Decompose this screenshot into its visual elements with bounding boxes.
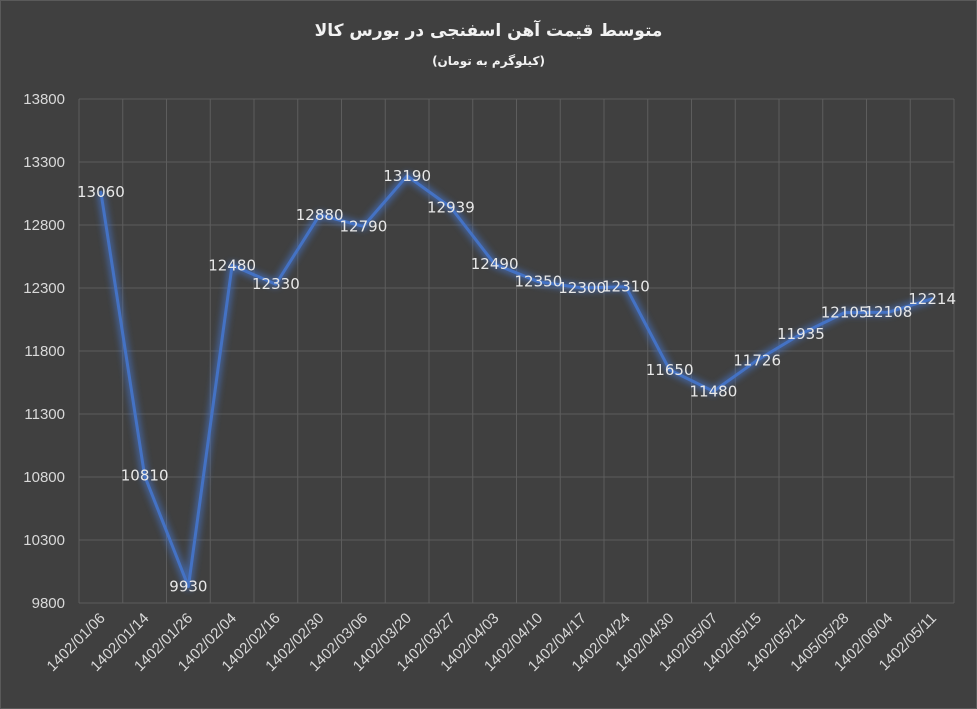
data-label: 11726 xyxy=(733,351,781,369)
data-label: 12790 xyxy=(340,217,388,235)
data-label: 9930 xyxy=(169,578,207,596)
y-tick-label: 10800 xyxy=(23,469,65,486)
data-label: 12300 xyxy=(558,279,606,297)
data-label: 12350 xyxy=(515,273,563,291)
y-tick-label: 13300 xyxy=(23,154,65,171)
chart-title: متوسط قیمت آهن اسفنجی در بورس کالا xyxy=(314,21,663,41)
series-line xyxy=(99,174,934,589)
data-label: 12490 xyxy=(471,255,519,273)
y-tick-label: 11800 xyxy=(24,343,65,360)
y-axis-ticks: 9800 10300 10800 11300 11800 12300 12800 13300 1… xyxy=(23,91,65,612)
y-tick-label: 10300 xyxy=(23,532,65,549)
data-label: 13060 xyxy=(77,183,125,201)
chart-subtitle: (کیلوگرم به تومان) xyxy=(432,54,545,68)
y-tick-label: 12800 xyxy=(23,217,65,234)
data-label: 12880 xyxy=(296,206,344,224)
data-label: 12939 xyxy=(427,198,475,216)
data-label: 11480 xyxy=(690,382,738,400)
y-tick-label: 9800 xyxy=(32,595,65,612)
x-axis-ticks: 1402/01/061402/01/141402/01/261402/02/04… xyxy=(44,610,940,675)
data-label: 12310 xyxy=(602,278,650,296)
data-label: 12330 xyxy=(252,275,300,293)
data-label: 12214 xyxy=(908,290,956,308)
gridlines xyxy=(78,98,955,604)
data-label: 12105 xyxy=(821,304,869,322)
y-tick-label: 12300 xyxy=(23,280,65,297)
y-tick-label: 13800 xyxy=(23,91,65,108)
data-label: 11935 xyxy=(777,325,825,343)
y-tick-label: 11300 xyxy=(24,406,65,423)
series-line-group xyxy=(97,172,934,591)
data-label: 11650 xyxy=(646,361,694,379)
data-label: 13190 xyxy=(383,167,431,185)
data-label: 12108 xyxy=(865,303,913,321)
data-label: 12480 xyxy=(208,256,256,274)
data-label: 10810 xyxy=(121,467,169,485)
